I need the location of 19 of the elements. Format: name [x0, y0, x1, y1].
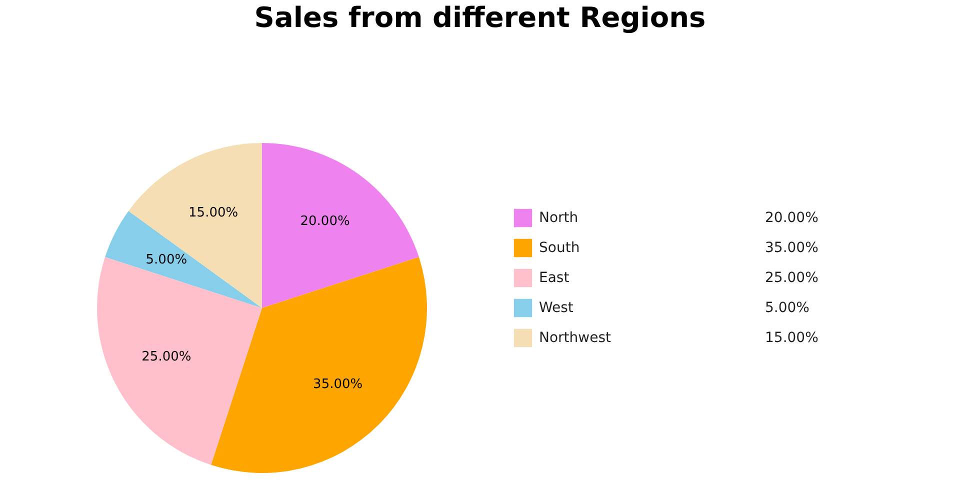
text: 5.00%: [765, 300, 810, 316]
data-label: 35.00%: [313, 376, 363, 392]
text: 25.00%: [765, 270, 818, 286]
legend-label: East: [539, 270, 570, 286]
data-label: 15.00%: [188, 205, 238, 220]
text: 20.00%: [765, 210, 818, 226]
chart-title: Sales from different Regions: [254, 1, 706, 34]
legend-label: West: [539, 300, 574, 316]
pie-slice: [211, 257, 427, 473]
text: 35.00%: [765, 240, 818, 256]
data-label: 25.00%: [142, 350, 192, 365]
data-label: 20.00%: [300, 214, 350, 230]
legend-label: North: [539, 210, 578, 226]
pie-slice: [128, 143, 262, 308]
text: 15.00%: [765, 330, 818, 346]
legend-label: South: [539, 240, 580, 256]
pie-slice: [262, 143, 419, 308]
data-label: 5.00%: [146, 252, 188, 268]
legend-label: Northwest: [539, 330, 612, 346]
